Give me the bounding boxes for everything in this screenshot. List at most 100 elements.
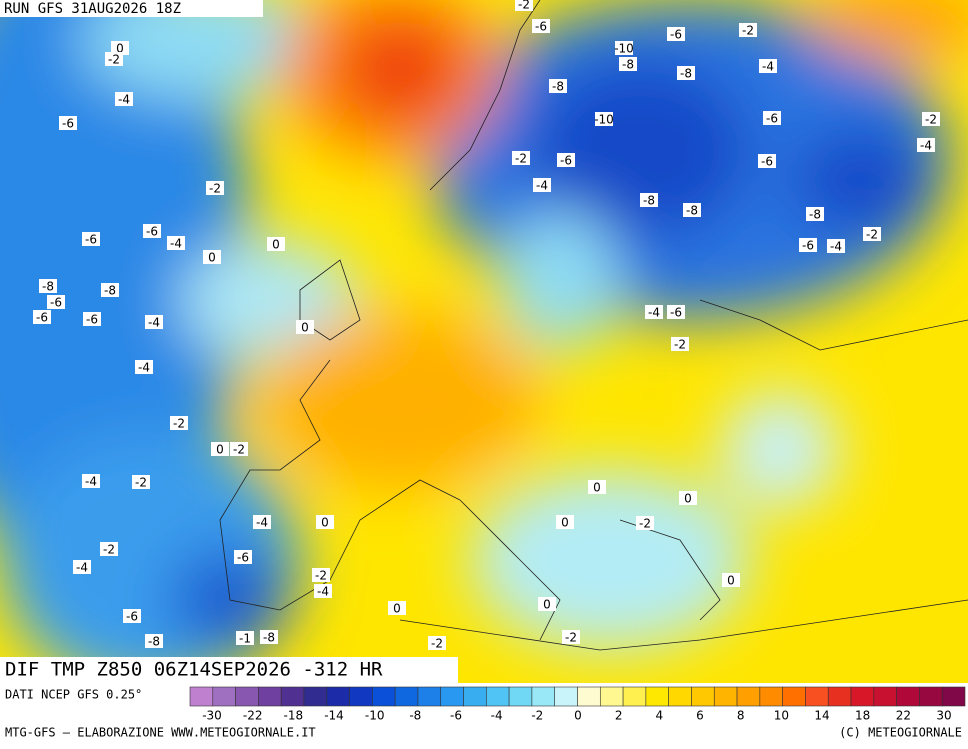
contour-label: -4 [920,139,932,153]
colorbar-cell [713,686,738,707]
label-box [82,474,100,488]
contour-label: -2 [108,53,120,67]
contour-label: -2 [639,517,651,531]
contour-label: -2 [135,476,147,490]
colorbar-cell [463,686,487,707]
colorbar-cell [645,686,669,707]
colorbar-tick-label: 10 [774,709,789,723]
contour-label: -2 [431,637,443,651]
contour-label: -4 [648,306,660,320]
contour-label: -4 [170,237,182,251]
contour-label: -2 [233,443,245,457]
colorbar-tick-label: -22 [243,709,263,723]
contour-label: 0 [208,251,216,265]
label-box [59,116,77,130]
colorbar-cell [782,686,806,707]
label-box [105,52,123,66]
contour-label: -8 [263,631,275,645]
label-box [100,542,118,556]
label-box [512,151,530,165]
contour-labels: -2-60-2-10-6 -2-8-8 -4-4-8-6 -10 -6 -2-4-2 -6-… [33,0,940,651]
contour-label: -6 [560,154,572,168]
label-box [758,154,776,168]
colorbar-cell [759,686,783,707]
colorbar-tick-label: 6 [696,709,704,723]
label-box [863,227,881,241]
contour-label: -8 [104,284,116,298]
colorbar-cell [486,686,510,707]
contour-label: -2 [518,0,530,12]
colorbar-cell [554,686,578,707]
label-box [33,310,51,324]
title-box [0,0,263,17]
label-box [557,153,575,167]
label-box [111,41,129,55]
label-box [206,181,224,195]
label-box [230,442,248,456]
label-box [588,480,606,494]
contour-label: -6 [670,28,682,42]
label-box [533,178,551,192]
colorbar-tick-label: -2 [531,709,543,723]
label-box [388,601,406,615]
contour-label: 0 [216,443,224,457]
contour-label: -6 [535,20,547,34]
contour-label: 0 [272,238,280,252]
contour-label: 0 [543,598,551,612]
contour-label: -4 [76,561,88,575]
label-box [83,312,101,326]
contour-label: -4 [536,179,548,193]
contour-label: -6 [237,551,249,565]
contour-label: -6 [146,225,158,239]
colorbar-cell [189,686,214,707]
contour-label: -2 [674,338,686,352]
colorbar-tick-label: 18 [855,709,870,723]
label-box [314,584,332,598]
colorbar-cell [850,686,875,707]
contour-label: -6 [802,239,814,253]
colorbar-tick-label: -6 [450,709,462,723]
contour-label: 0 [116,42,124,56]
label-box [722,573,740,587]
colorbar-tick-label: 2 [615,709,623,723]
colorbar-tick-label: -8 [409,709,421,723]
label-box [296,320,314,334]
contour-label: -4 [85,475,97,489]
label-box [135,360,153,374]
contour-label: -6 [670,306,682,320]
colorbar-cell [417,686,442,707]
contour-label: -4 [762,60,774,74]
colorbar-tick-label: 8 [737,709,745,723]
label-box [260,630,278,644]
colorbar-cell [235,686,259,707]
label-box [145,634,163,648]
label-box [236,631,254,645]
label-box [667,27,685,41]
colorbar-cell [372,686,396,707]
label-box [82,232,100,246]
contour-label: -8 [686,204,698,218]
footer-right: (C) METEOGIORNALE [839,726,962,740]
contour-label: -2 [173,417,185,431]
label-box [39,279,57,293]
contour-label: -4 [317,585,329,599]
colorbar: -30 -22 -18 -14 -10 -8 -6 -4 -2 0 2 4 6 8 10 14 18 22 30 [189,686,966,723]
contour-label: -10 [614,42,634,56]
colorbar-cell [258,686,282,707]
colorbar-tick-label: -14 [324,709,344,723]
colorbar-cell [941,686,966,707]
contour-label: 0 [727,574,735,588]
contour-label: -2 [565,631,577,645]
label-box [532,19,550,33]
label-box [143,224,161,238]
contour-label: -4 [256,516,268,530]
colorbar-cell [349,686,373,707]
label-box [671,337,689,351]
contour-label: -4 [138,361,150,375]
label-box [515,0,533,11]
contour-label: -8 [643,194,655,208]
contour-label: -2 [925,113,937,127]
label-box [619,57,637,71]
label-box [636,516,654,530]
colorbar-cell [303,686,328,707]
